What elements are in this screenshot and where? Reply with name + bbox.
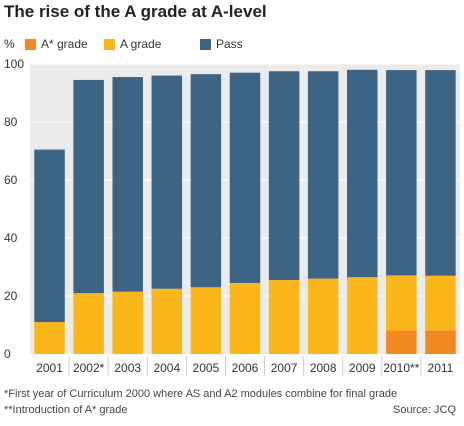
bar-pass-0 <box>34 149 65 323</box>
y-tick-label-0: 0 <box>4 347 11 361</box>
bar-a-grade-2 <box>112 291 143 354</box>
y-tick-label-80: 80 <box>4 115 18 129</box>
chart-title: The rise of the A grade at A-level <box>4 2 267 21</box>
y-tick-label-100: 100 <box>4 57 24 71</box>
x-tick-label-1: 2002* <box>73 361 105 375</box>
bar-pass-7 <box>307 71 339 279</box>
bar-a-grade-7 <box>307 278 339 354</box>
y-tick-label-60: 60 <box>4 173 18 187</box>
footnote-curriculum-2000: *First year of Curriculum 2000 where AS … <box>4 388 398 400</box>
legend-label-a: A grade <box>120 37 162 51</box>
x-tick-label-5: 2006 <box>232 361 259 375</box>
bar-pass-5 <box>229 72 261 283</box>
bar-pass-4 <box>190 74 222 288</box>
bar-pass-1 <box>73 79 104 294</box>
x-tick-label-0: 2001 <box>36 361 63 375</box>
y-tick-label-20: 20 <box>4 289 18 303</box>
bar-pass-9 <box>386 70 417 276</box>
bar-a-grade-10 <box>425 330 456 354</box>
legend: % A* grade A grade Pass <box>0 37 464 53</box>
y-tick-label-40: 40 <box>4 231 18 245</box>
x-tick-label-7: 2008 <box>310 361 337 375</box>
source-note: Source: JCQ <box>393 404 456 416</box>
bar-pass-10 <box>425 70 456 276</box>
bar-a-grade-10 <box>425 275 456 331</box>
footnote-astar-introduction: **Introduction of A* grade <box>4 404 128 416</box>
bar-a-grade-0 <box>34 322 65 354</box>
x-tick-label-9: 2010** <box>383 361 419 375</box>
legend-item-astar: A* grade <box>25 37 88 51</box>
y-unit-label: % <box>4 37 15 51</box>
legend-item-pass: Pass <box>200 37 243 51</box>
x-tick-label-8: 2009 <box>349 361 376 375</box>
bar-pass-6 <box>268 71 300 281</box>
x-tick-label-4: 2005 <box>193 361 220 375</box>
bar-pass-3 <box>151 75 183 289</box>
legend-item-a: A grade <box>104 37 161 51</box>
bar-pass-8 <box>347 69 378 278</box>
legend-label-pass: Pass <box>216 37 243 51</box>
legend-swatch-astar <box>25 38 36 50</box>
bar-a-grade-5 <box>229 282 261 354</box>
bar-a-grade-4 <box>190 287 222 354</box>
x-tick-label-3: 2004 <box>153 361 180 375</box>
bar-a-grade-3 <box>151 288 183 354</box>
x-tick-label-10: 2011 <box>428 361 454 375</box>
x-tick-label-2: 2003 <box>114 361 141 375</box>
bar-a-grade-1 <box>73 293 104 354</box>
x-tick-label-6: 2007 <box>271 361 298 375</box>
bar-a-grade-8 <box>347 277 378 354</box>
bar-a-grade-9 <box>386 330 417 354</box>
bar-a-grade-6 <box>268 280 300 354</box>
legend-swatch-pass <box>200 38 211 50</box>
bar-a-grade-9 <box>386 275 417 331</box>
legend-swatch-a <box>104 38 115 50</box>
bar-pass-2 <box>112 77 143 292</box>
legend-label-astar: A* grade <box>41 37 88 51</box>
